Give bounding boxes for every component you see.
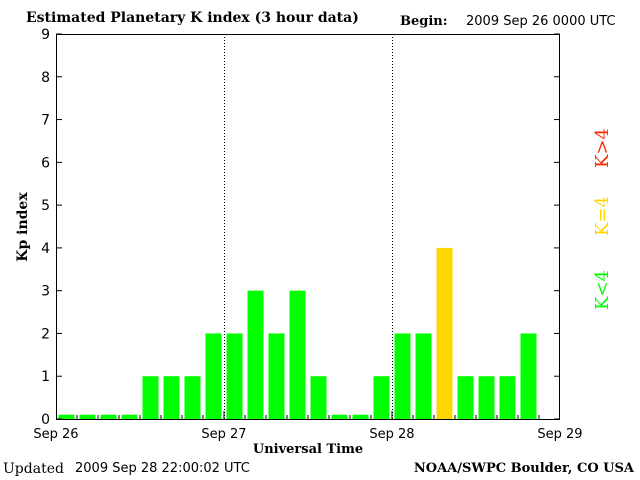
plot-frame <box>56 34 560 420</box>
x-axis: Sep 26 Sep 27 Sep 28 Sep 29 <box>33 411 583 442</box>
x-tick-label: Sep 26 <box>33 427 78 442</box>
y-tick-label: 9 <box>41 27 50 43</box>
day-separators <box>224 34 393 419</box>
kp-bar <box>268 333 285 419</box>
kp-bar <box>478 376 495 419</box>
y-tick-label: 2 <box>41 326 50 342</box>
legend-k-equal-4: K=4 <box>592 196 613 236</box>
kp-bar <box>121 414 138 419</box>
legend-k-greater-4: K>4 <box>592 128 613 168</box>
y-axis: 0 1 2 3 4 5 6 7 8 9 <box>41 27 560 428</box>
kp-bar <box>520 333 537 419</box>
x-tick-label: Sep 29 <box>537 427 582 442</box>
kp-bar <box>352 414 369 419</box>
kp-bar <box>205 333 222 419</box>
kp-bar <box>58 414 75 419</box>
kp-bar <box>331 414 348 419</box>
kp-bar <box>142 376 159 419</box>
y-tick-label: 5 <box>41 198 50 214</box>
kp-bar <box>436 247 453 419</box>
kp-bar <box>163 376 180 419</box>
y-tick-label: 3 <box>41 284 50 300</box>
x-axis-label: Universal Time <box>253 442 363 457</box>
kp-bar <box>184 376 201 419</box>
updated-label: Updated <box>3 461 64 477</box>
y-tick-label: 7 <box>41 113 50 129</box>
kp-bar <box>394 333 411 419</box>
x-tick-label: Sep 27 <box>201 427 246 442</box>
chart-title: Estimated Planetary K index (3 hour data… <box>26 10 359 26</box>
kp-bar <box>79 414 96 419</box>
kp-bar <box>100 414 117 419</box>
legend-k-less-4: K<4 <box>592 270 613 310</box>
kp-bar <box>289 290 306 419</box>
source-credit: NOAA/SWPC Boulder, CO USA <box>413 461 634 476</box>
updated-value: 2009 Sep 28 22:00:02 UTC <box>75 461 250 476</box>
kp-bar <box>310 376 327 419</box>
begin-label: Begin: <box>400 14 448 29</box>
kp-bar <box>226 333 243 419</box>
begin-value: 2009 Sep 26 0000 UTC <box>466 14 616 29</box>
kp-bar <box>415 333 432 419</box>
y-axis-label: Kp index <box>15 192 31 262</box>
kp-bar <box>499 376 516 419</box>
y-tick-label: 6 <box>41 155 50 171</box>
kp-bar <box>457 376 474 419</box>
y-tick-label: 4 <box>41 241 50 257</box>
y-tick-label: 8 <box>41 70 50 86</box>
y-tick-label: 0 <box>41 412 50 428</box>
x-tick-label: Sep 28 <box>369 427 414 442</box>
kp-bar <box>247 290 264 419</box>
bars <box>58 247 537 419</box>
y-tick-label: 1 <box>41 369 50 385</box>
kp-bar <box>373 376 390 419</box>
